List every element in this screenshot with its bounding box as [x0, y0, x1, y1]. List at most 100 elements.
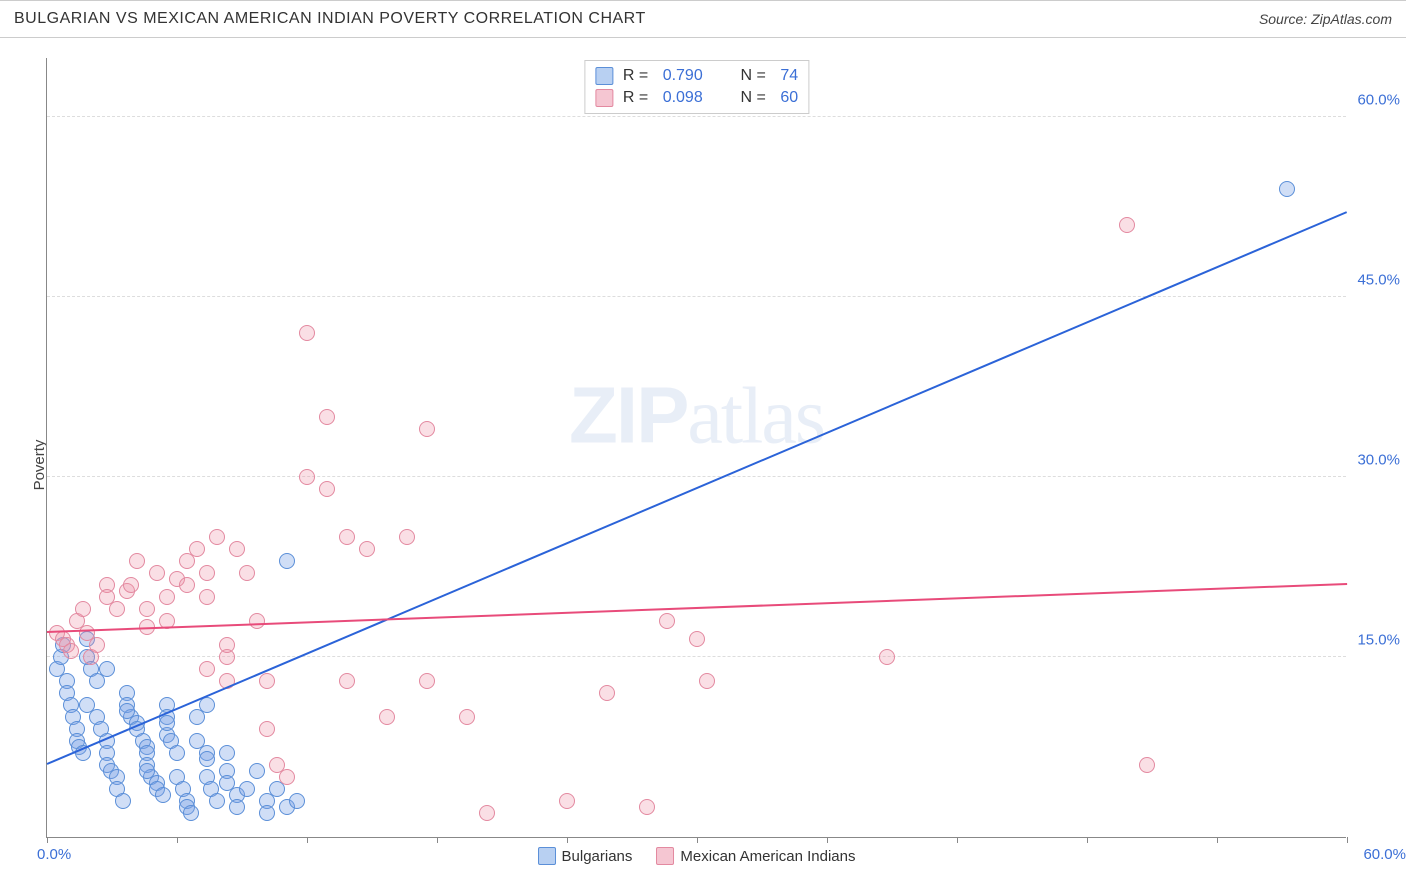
scatter-point	[379, 709, 395, 725]
scatter-point	[169, 745, 185, 761]
scatter-point	[279, 553, 295, 569]
y-tick-label: 60.0%	[1357, 92, 1400, 109]
scatter-point	[299, 469, 315, 485]
scatter-point	[299, 325, 315, 341]
scatter-point	[249, 763, 265, 779]
title-bar: BULGARIAN VS MEXICAN AMERICAN INDIAN POV…	[0, 0, 1406, 38]
scatter-point	[199, 751, 215, 767]
legend-item: Bulgarians	[538, 847, 633, 865]
y-tick-label: 30.0%	[1357, 452, 1400, 469]
scatter-point	[879, 649, 895, 665]
legend-swatch	[538, 847, 556, 865]
series-swatch	[595, 89, 613, 107]
scatter-point	[319, 409, 335, 425]
scatter-point	[155, 787, 171, 803]
scatter-point	[319, 481, 335, 497]
series-swatch	[595, 67, 613, 85]
scatter-point	[199, 565, 215, 581]
stat-n-value: 60	[780, 89, 798, 107]
stat-r-value: 0.098	[663, 89, 703, 107]
chart-container: Poverty ZIPatlas R = 0.790 N = 74R = 0.0…	[0, 38, 1406, 892]
scatter-point	[149, 565, 165, 581]
x-tick-mark	[1217, 837, 1218, 843]
x-tick-mark	[567, 837, 568, 843]
scatter-point	[259, 673, 275, 689]
y-tick-label: 45.0%	[1357, 272, 1400, 289]
scatter-point	[209, 793, 225, 809]
scatter-point	[1279, 181, 1295, 197]
scatter-point	[139, 763, 155, 779]
trend-line	[47, 211, 1348, 765]
x-tick-mark	[1087, 837, 1088, 843]
scatter-point	[419, 421, 435, 437]
scatter-point	[259, 805, 275, 821]
scatter-point	[559, 793, 575, 809]
scatter-point	[139, 601, 155, 617]
source-attribution: Source: ZipAtlas.com	[1259, 11, 1392, 27]
x-tick-mark	[1347, 837, 1348, 843]
scatter-point	[339, 529, 355, 545]
legend-label: Mexican American Indians	[680, 848, 855, 865]
legend-item: Mexican American Indians	[656, 847, 855, 865]
scatter-point	[459, 709, 475, 725]
x-tick-mark	[437, 837, 438, 843]
stats-row: R = 0.790 N = 74	[595, 65, 798, 87]
gridline	[47, 656, 1346, 657]
chart-title: BULGARIAN VS MEXICAN AMERICAN INDIAN POV…	[14, 10, 646, 28]
legend-swatch	[656, 847, 674, 865]
scatter-point	[199, 661, 215, 677]
scatter-point	[699, 673, 715, 689]
x-tick-mark	[697, 837, 698, 843]
gridline	[47, 116, 1346, 117]
scatter-point	[183, 805, 199, 821]
scatter-point	[479, 805, 495, 821]
scatter-point	[109, 601, 125, 617]
x-tick-mark	[307, 837, 308, 843]
scatter-point	[209, 529, 225, 545]
scatter-point	[159, 589, 175, 605]
legend-label: Bulgarians	[562, 848, 633, 865]
stats-box: R = 0.790 N = 74R = 0.098 N = 60	[584, 60, 809, 114]
scatter-point	[159, 715, 175, 731]
x-tick-mark	[177, 837, 178, 843]
scatter-point	[279, 769, 295, 785]
scatter-point	[189, 541, 205, 557]
scatter-point	[199, 589, 215, 605]
scatter-point	[599, 685, 615, 701]
scatter-point	[249, 613, 265, 629]
scatter-point	[123, 577, 139, 593]
scatter-point	[219, 637, 235, 653]
scatter-point	[689, 631, 705, 647]
scatter-point	[115, 793, 131, 809]
y-tick-label: 15.0%	[1357, 632, 1400, 649]
scatter-point	[659, 613, 675, 629]
trend-line	[47, 583, 1347, 633]
scatter-point	[229, 541, 245, 557]
x-tick-mark	[957, 837, 958, 843]
scatter-point	[129, 553, 145, 569]
x-tick-mark	[827, 837, 828, 843]
plot-area: ZIPatlas R = 0.790 N = 74R = 0.098 N = 6…	[46, 58, 1346, 838]
scatter-point	[75, 601, 91, 617]
scatter-point	[239, 781, 255, 797]
scatter-point	[119, 703, 135, 719]
scatter-point	[99, 661, 115, 677]
scatter-point	[1139, 757, 1155, 773]
scatter-point	[63, 643, 79, 659]
stat-r-value: 0.790	[663, 67, 703, 85]
stats-row: R = 0.098 N = 60	[595, 87, 798, 109]
scatter-point	[219, 745, 235, 761]
scatter-point	[639, 799, 655, 815]
gridline	[47, 476, 1346, 477]
scatter-point	[399, 529, 415, 545]
x-axis-max-label: 60.0%	[1363, 846, 1406, 863]
x-tick-mark	[47, 837, 48, 843]
scatter-point	[179, 577, 195, 593]
scatter-point	[89, 637, 105, 653]
scatter-point	[1119, 217, 1135, 233]
scatter-point	[259, 721, 275, 737]
scatter-point	[239, 565, 255, 581]
scatter-point	[419, 673, 435, 689]
scatter-point	[229, 799, 245, 815]
scatter-point	[359, 541, 375, 557]
